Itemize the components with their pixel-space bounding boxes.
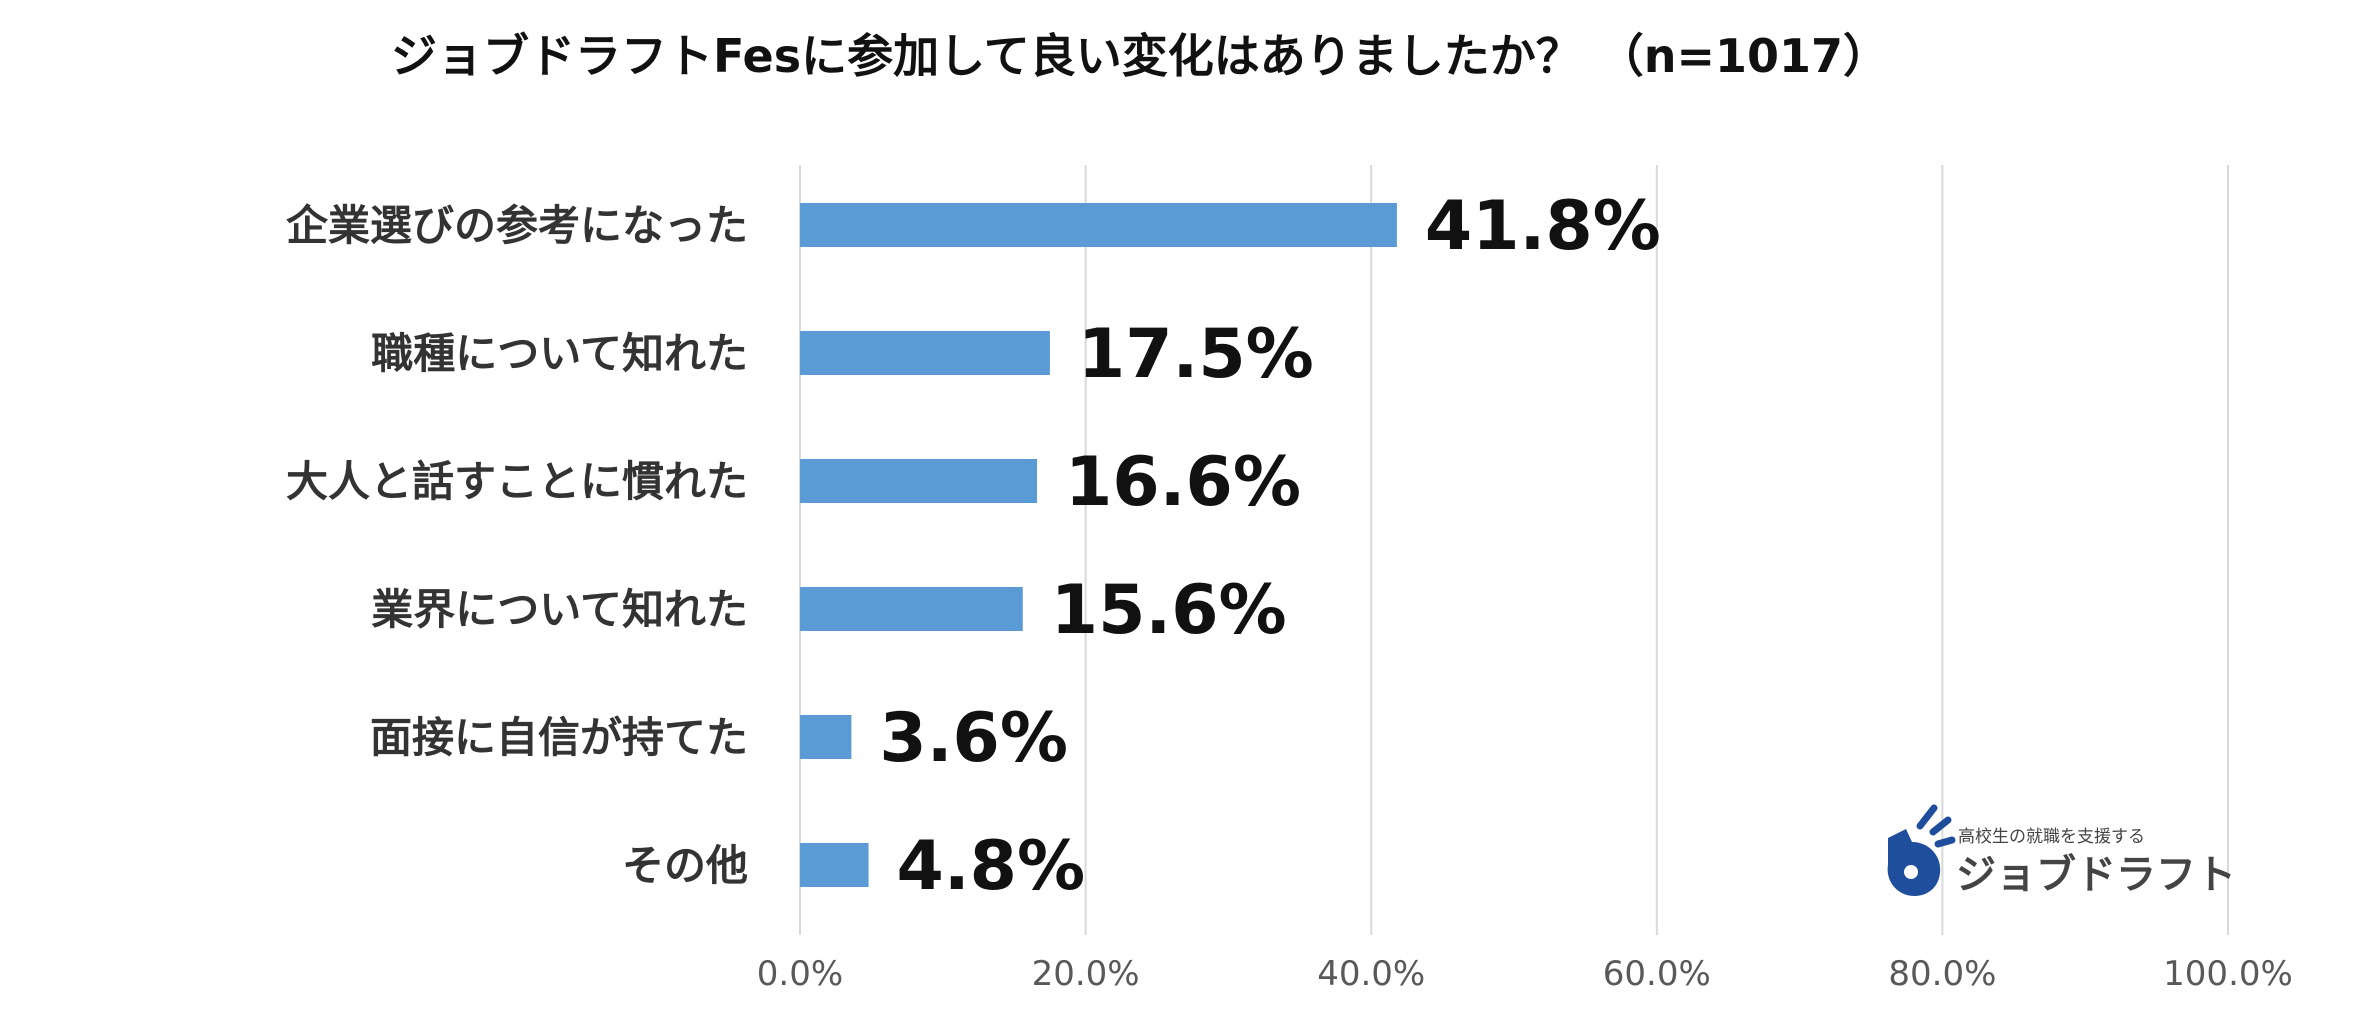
- bar: [800, 715, 852, 759]
- data-label: 3.6%: [879, 699, 1068, 778]
- x-tick-labels: 0.0% 20.0% 40.0% 60.0% 80.0% 100.0%: [757, 954, 2293, 994]
- category-label: 職種について知れた: [371, 329, 748, 378]
- bars: [800, 203, 1397, 887]
- category-labels: 企業選びの参考になった職種について知れた大人と話すことに慣れた業界について知れた…: [286, 201, 748, 890]
- bar: [800, 203, 1397, 247]
- logo-name: ジョブドラフト: [1956, 852, 2236, 898]
- x-tick-label: 100.0%: [2163, 954, 2293, 994]
- x-tick-label: 60.0%: [1603, 954, 1711, 994]
- data-label: 17.5%: [1078, 315, 1314, 394]
- bar: [800, 331, 1050, 375]
- data-labels: 41.8% 17.5% 16.6% 15.6% 3.6% 4.8%: [879, 187, 1660, 906]
- gridlines: [799, 165, 2229, 935]
- data-label: 41.8%: [1425, 187, 1661, 266]
- data-label: 16.6%: [1065, 443, 1301, 522]
- bar: [800, 843, 869, 887]
- bar: [800, 587, 1023, 631]
- category-label: 大人と話すことに慣れた: [286, 457, 748, 506]
- x-tick-label: 0.0%: [757, 954, 843, 994]
- bar: [800, 459, 1038, 503]
- category-label: 業界について知れた: [371, 585, 748, 634]
- logo-tagline: 高校生の就職を支援する: [1958, 827, 2145, 847]
- category-label: 企業選びの参考になった: [286, 201, 748, 250]
- x-tick-label: 80.0%: [1888, 954, 1996, 994]
- x-tick-label: 40.0%: [1317, 954, 1425, 994]
- data-label: 4.8%: [897, 827, 1086, 906]
- jobdraft-logo: 高校生の就職を支援する ジョブドラフト: [1887, 804, 2236, 898]
- category-label: その他: [622, 841, 748, 890]
- category-label: 面接に自信が持てた: [370, 713, 748, 762]
- data-label: 15.6%: [1051, 571, 1287, 650]
- logo-mark-icon: [1887, 804, 1956, 896]
- x-tick-label: 20.0%: [1032, 954, 1140, 994]
- chart-title: ジョブドラフトFesに参加して良い変化はありましたか？ （n=1017）: [391, 29, 1889, 83]
